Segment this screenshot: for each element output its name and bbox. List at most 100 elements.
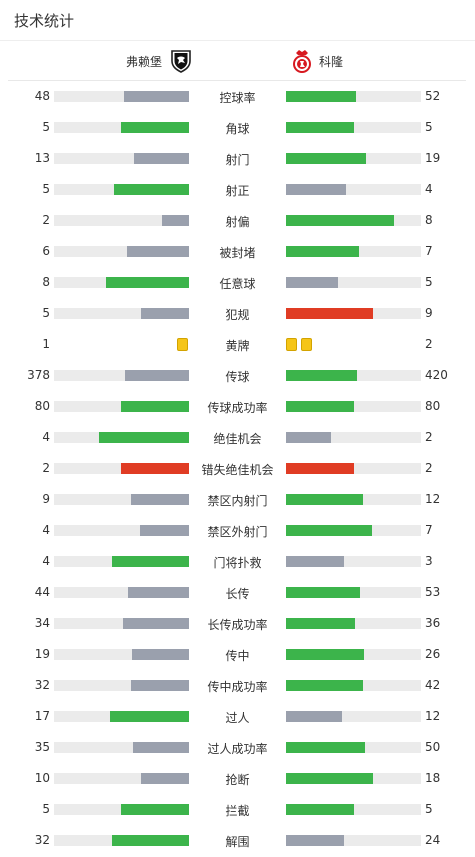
away-stat-bar-fill bbox=[286, 277, 338, 288]
away-stat-value: 52 bbox=[425, 89, 441, 103]
away-stat-value: 7 bbox=[425, 523, 433, 537]
stat-row: 35 过人成功率 50 bbox=[0, 732, 475, 763]
stat-row: 34 长传成功率 36 bbox=[0, 608, 475, 639]
home-yellow-cards bbox=[177, 338, 192, 351]
stat-label: 控球率 bbox=[219, 91, 256, 105]
home-stat-bar bbox=[54, 308, 189, 319]
home-stat-bar-fill bbox=[110, 711, 189, 722]
stat-label: 过人成功率 bbox=[207, 742, 268, 756]
home-stat-bar bbox=[54, 835, 189, 846]
stat-label: 角球 bbox=[225, 122, 250, 136]
away-stat-bar bbox=[286, 308, 421, 319]
stat-row: 5 拦截 5 bbox=[0, 794, 475, 825]
stat-label: 过人 bbox=[225, 711, 250, 725]
home-stat-bar bbox=[54, 525, 189, 536]
home-stat-bar bbox=[54, 122, 189, 133]
home-stat-bar-fill bbox=[121, 463, 189, 474]
away-stat-bar-fill bbox=[286, 432, 331, 443]
away-stat-bar-fill bbox=[286, 246, 359, 257]
home-stat-bar bbox=[54, 649, 189, 660]
away-stat-bar bbox=[286, 835, 421, 846]
home-stat-value: 4 bbox=[42, 523, 50, 537]
home-stat-value: 34 bbox=[34, 616, 50, 630]
stat-row: 19 传中 26 bbox=[0, 639, 475, 670]
stat-label: 任意球 bbox=[219, 277, 256, 291]
stat-row: 2 错失绝佳机会 2 bbox=[0, 453, 475, 484]
home-stat-bar-fill bbox=[124, 91, 189, 102]
stat-row: 32 传中成功率 42 bbox=[0, 670, 475, 701]
home-stat-value: 9 bbox=[42, 492, 50, 506]
away-stat-value: 2 bbox=[425, 337, 433, 351]
away-stat-bar bbox=[286, 463, 421, 474]
home-stat-value: 80 bbox=[34, 399, 50, 413]
home-stat-value: 35 bbox=[34, 740, 50, 754]
home-stat-bar-fill bbox=[162, 215, 189, 226]
home-stat-bar-fill bbox=[140, 525, 189, 536]
stat-label: 传中成功率 bbox=[207, 680, 268, 694]
stat-label: 绝佳机会 bbox=[213, 432, 262, 446]
away-stat-value: 420 bbox=[425, 368, 448, 382]
away-stat-bar-fill bbox=[286, 618, 355, 629]
home-stat-bar-fill bbox=[121, 122, 189, 133]
away-stat-value: 53 bbox=[425, 585, 441, 599]
stat-label: 传中 bbox=[225, 649, 250, 663]
stat-label: 射正 bbox=[225, 184, 250, 198]
away-stat-bar bbox=[286, 618, 421, 629]
away-stat-value: 5 bbox=[425, 275, 433, 289]
away-team[interactable]: 科隆 bbox=[291, 49, 343, 73]
away-stat-bar-fill bbox=[286, 835, 344, 846]
stat-label: 门将扑救 bbox=[213, 556, 262, 570]
stat-label: 拦截 bbox=[225, 804, 250, 818]
home-stat-value: 32 bbox=[34, 833, 50, 847]
away-stat-bar bbox=[286, 91, 421, 102]
stat-label: 禁区内射门 bbox=[207, 494, 268, 508]
away-stat-bar bbox=[286, 587, 421, 598]
away-stat-bar bbox=[286, 432, 421, 443]
stat-row: 2 射偏 8 bbox=[0, 205, 475, 236]
away-team-name: 科隆 bbox=[319, 54, 344, 69]
away-stat-bar-fill bbox=[286, 525, 372, 536]
home-stat-value: 5 bbox=[42, 306, 50, 320]
stat-label: 长传 bbox=[225, 587, 250, 601]
stat-row: 4 门将扑救 3 bbox=[0, 546, 475, 577]
home-stat-bar-fill bbox=[128, 587, 189, 598]
away-stat-bar-fill bbox=[286, 308, 373, 319]
home-stat-bar-fill bbox=[141, 308, 189, 319]
koln-crest-icon bbox=[291, 49, 313, 73]
stat-row: 4 绝佳机会 2 bbox=[0, 422, 475, 453]
stat-row: 10 抢断 18 bbox=[0, 763, 475, 794]
yellow-card-icon bbox=[286, 338, 297, 351]
home-stat-bar-fill bbox=[131, 680, 189, 691]
stat-row: 5 犯规 9 bbox=[0, 298, 475, 329]
stat-row: 4 禁区外射门 7 bbox=[0, 515, 475, 546]
home-stat-bar-fill bbox=[125, 370, 189, 381]
page-header: 技术统计 bbox=[0, 0, 475, 41]
stat-row: 9 禁区内射门 12 bbox=[0, 484, 475, 515]
home-stat-bar bbox=[54, 153, 189, 164]
away-stat-bar-fill bbox=[286, 773, 373, 784]
stat-row: 48 控球率 52 bbox=[0, 81, 475, 112]
home-stat-bar-fill bbox=[114, 184, 189, 195]
home-stat-bar-fill bbox=[131, 494, 189, 505]
home-stat-bar-fill bbox=[134, 153, 189, 164]
home-stat-bar-fill bbox=[121, 401, 189, 412]
home-stat-bar bbox=[54, 556, 189, 567]
away-stat-value: 19 bbox=[425, 151, 441, 165]
away-stat-bar bbox=[286, 184, 421, 195]
stat-label: 射门 bbox=[225, 153, 250, 167]
stat-label: 传球 bbox=[225, 370, 250, 384]
away-stat-bar-fill bbox=[286, 370, 357, 381]
home-stat-bar bbox=[54, 773, 189, 784]
home-stat-bar bbox=[54, 742, 189, 753]
stat-label: 长传成功率 bbox=[207, 618, 268, 632]
away-stat-value: 7 bbox=[425, 244, 433, 258]
home-stat-bar bbox=[54, 277, 189, 288]
stat-row: 1 黄牌 2 bbox=[0, 329, 475, 360]
stat-label: 错失绝佳机会 bbox=[201, 463, 274, 477]
home-team[interactable]: 弗赖堡 bbox=[126, 49, 192, 73]
home-stat-value: 6 bbox=[42, 244, 50, 258]
away-stat-value: 4 bbox=[425, 182, 433, 196]
stat-row: 44 长传 53 bbox=[0, 577, 475, 608]
home-stat-bar bbox=[54, 91, 189, 102]
away-yellow-cards bbox=[286, 338, 316, 351]
